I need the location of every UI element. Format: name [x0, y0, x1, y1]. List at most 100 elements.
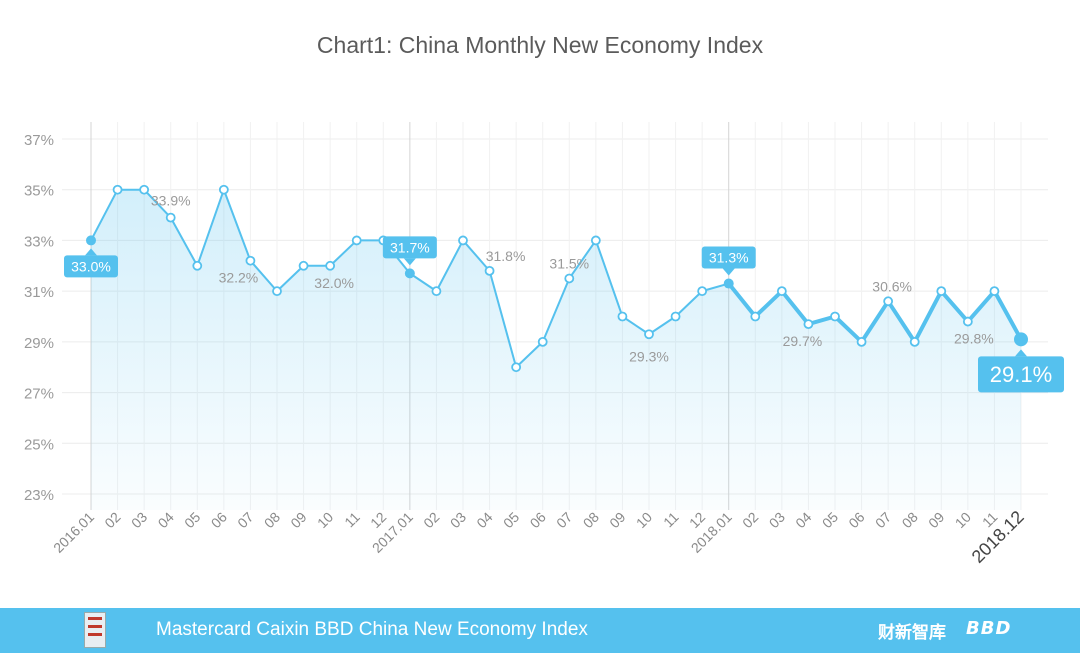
- line-segment: [515, 340, 544, 369]
- line-segment: [169, 216, 199, 267]
- x-tick-label: 08: [580, 509, 602, 531]
- x-tick-label: 05: [181, 509, 203, 531]
- data-point: [776, 286, 787, 297]
- callout-box: [978, 356, 1064, 393]
- data-point: [670, 311, 681, 322]
- line-segment: [621, 315, 650, 336]
- callout-pointer: [403, 258, 416, 266]
- data-point: [325, 260, 336, 271]
- data-label: 32.0%: [314, 275, 354, 291]
- callout-pointer: [1015, 349, 1027, 357]
- data-point: [139, 184, 150, 195]
- data-point: [750, 311, 761, 322]
- data-point: [272, 286, 282, 297]
- callouts: 33.0% 31.7% 31.3% 29.1%: [64, 236, 1064, 393]
- caixin-logo: 财新智库: [878, 623, 946, 643]
- callout-box: [382, 236, 437, 259]
- y-tick-label: 35%: [24, 183, 54, 200]
- line-chart: 37% 35% 33% 31% 29% 27% 25% 23% 33.9% 32.2% 32.0%…: [24, 122, 1064, 567]
- data-point: [298, 260, 309, 271]
- data-point: [218, 184, 229, 195]
- data-label: 31.8%: [486, 248, 526, 264]
- data-label: 32.2%: [219, 270, 259, 286]
- line-segment: [435, 239, 464, 293]
- x-tick-label: 03: [447, 509, 469, 531]
- index-logo-icon: [84, 612, 106, 648]
- line-segment: [408, 272, 438, 293]
- series-line: [90, 188, 1023, 369]
- data-point: [351, 235, 362, 246]
- y-tick-label: 29%: [24, 335, 54, 352]
- x-tick-label: 04: [473, 509, 495, 531]
- y-tick-label: 31%: [24, 284, 54, 301]
- line-segment: [648, 315, 677, 336]
- data-label: 30.6%: [872, 278, 912, 294]
- line-segment: [594, 239, 624, 318]
- line-segment: [568, 239, 597, 280]
- footer-bar: Mastercard Caixin BBD China New Economy …: [0, 608, 1080, 653]
- data-point: [245, 255, 256, 266]
- x-tick-label: 07: [872, 509, 894, 531]
- line-segment: [939, 289, 970, 324]
- y-tick-label: 25%: [24, 436, 54, 453]
- x-tick-label: 03: [128, 509, 150, 531]
- x-tick-label: 07: [553, 509, 575, 531]
- x-tick-label: 08: [261, 509, 283, 531]
- line-segment: [726, 281, 758, 319]
- line-segment: [143, 188, 172, 219]
- data-point: [458, 235, 468, 246]
- line-segment: [90, 188, 119, 242]
- data-point: [856, 336, 867, 347]
- area-path: [91, 189, 1021, 510]
- line-segment: [462, 239, 491, 272]
- y-axis-ticks: 37% 35% 33% 31% 29% 27% 25% 23%: [24, 132, 54, 504]
- data-point: [86, 235, 96, 246]
- data-point: [936, 286, 947, 297]
- data-point: [165, 212, 176, 223]
- data-point: [511, 362, 522, 373]
- callout-box: [64, 255, 118, 278]
- y-tick-label: 27%: [24, 386, 54, 403]
- bbd-logo: BBD: [966, 618, 1012, 639]
- data-label: 29.8%: [954, 331, 994, 347]
- callout-label: 33.0%: [71, 258, 111, 274]
- callout-box: [701, 246, 756, 269]
- callout-pointer: [85, 248, 97, 256]
- line-segment: [965, 289, 997, 324]
- data-point: [564, 273, 575, 284]
- x-tick-label: 09: [925, 509, 947, 531]
- line-segment: [249, 259, 278, 293]
- x-tick-label: 02: [420, 509, 442, 531]
- line-segment: [674, 290, 704, 318]
- x-tick-label: 03: [766, 509, 788, 531]
- data-points: [86, 184, 1028, 373]
- y-tick-label: 33%: [24, 233, 54, 250]
- callout-label: 31.7%: [390, 239, 430, 255]
- x-tick-label: 2018.12: [968, 507, 1028, 567]
- y-tick-label: 23%: [24, 487, 54, 504]
- x-tick-label: 10: [633, 509, 655, 531]
- data-point: [404, 268, 415, 279]
- x-tick-label: 08: [899, 509, 921, 531]
- data-point: [590, 235, 601, 246]
- data-point: [644, 329, 654, 340]
- data-point: [617, 311, 628, 322]
- callout-label: 31.3%: [709, 250, 749, 266]
- x-tick-label: 10: [952, 509, 974, 531]
- x-tick-label: 05: [819, 509, 841, 531]
- x-tick-label: 11: [341, 509, 363, 531]
- data-label: 29.7%: [783, 333, 823, 349]
- callout-pointer: [722, 268, 735, 276]
- line-segment: [859, 299, 891, 344]
- x-tick-label: 02: [739, 509, 761, 531]
- x-tick-label: 06: [845, 509, 867, 531]
- line-segment: [833, 314, 864, 344]
- data-point: [989, 286, 1000, 297]
- x-tick-label: 11: [660, 509, 682, 531]
- x-tick-label: 06: [527, 509, 549, 531]
- data-point: [431, 286, 442, 297]
- data-point: [1014, 332, 1028, 347]
- x-tick-label: 04: [155, 509, 177, 531]
- data-label: 33.9%: [151, 193, 191, 209]
